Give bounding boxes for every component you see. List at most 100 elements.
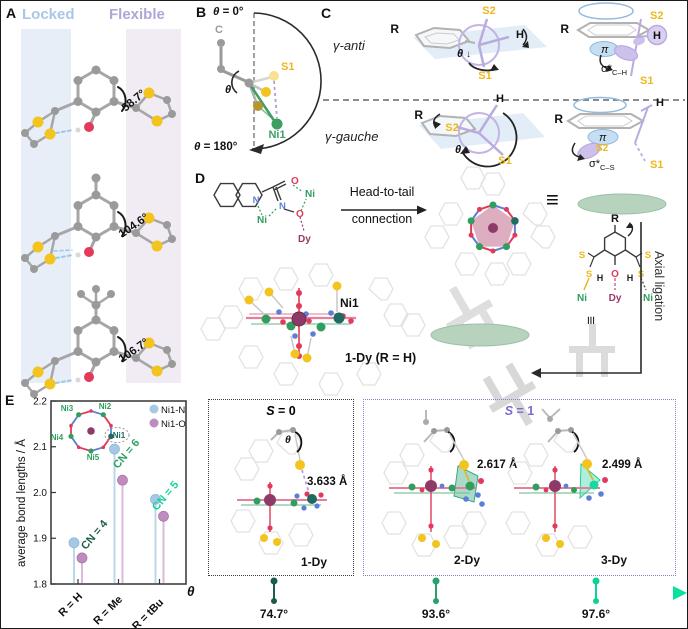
y-tick: 2.1: [33, 442, 47, 453]
panel-c-art: γ-anti γ-gauche R S2 H S1 θ ↓: [323, 2, 685, 172]
stand-icon: [569, 324, 615, 377]
s0-distance: 3.633 Å: [307, 475, 347, 488]
r-label: R: [554, 112, 563, 126]
molecule-r-tbu: 106.7°: [21, 285, 176, 398]
three-dy-structure: 2.499 Å 3-Dy: [505, 408, 642, 567]
three-dy-name: 3-Dy: [601, 553, 627, 567]
s1-title: S = 1: [364, 404, 675, 418]
lollipop-series: [68, 443, 169, 583]
r-label: R: [611, 213, 619, 225]
x-tick-labels: R = H R = Me R = tBu: [57, 591, 167, 629]
ni-label: Ni: [257, 215, 267, 226]
s1-label: S1: [498, 155, 511, 167]
dihedral-sketch: [217, 39, 283, 130]
theta-tick-label-3: 97.6°: [582, 607, 610, 621]
quinoline-unit: N O N O Ni Ni Dy: [213, 176, 315, 245]
s2-label: S2: [596, 143, 609, 154]
spin-symbol: S: [266, 404, 275, 418]
stand-icon: [482, 362, 537, 427]
ni1-label: Ni1: [268, 129, 285, 141]
equivalence-sign: ≡: [546, 187, 559, 212]
r-label: R: [560, 22, 569, 36]
ligand-scheme: R S S S S H H O Ni Dy Ni ≡: [577, 213, 653, 325]
sigma-cs-sub: C–S: [600, 163, 615, 172]
theta-180-value: = 180°: [203, 141, 238, 153]
s0-box: S = 0 θ: [208, 399, 354, 576]
o-label: O: [296, 209, 304, 220]
ni-label: Ni: [577, 293, 587, 304]
up-arrow-icon: ↑: [464, 145, 469, 156]
carbon-label: C: [215, 24, 223, 36]
theta-symbol: θ: [457, 48, 463, 60]
spin-value: = 0: [274, 404, 296, 418]
s-label: S: [586, 269, 592, 280]
theta-axis: 74.7° 93.6° 97.6°: [194, 577, 687, 621]
sigma-star-label: σ*: [589, 158, 601, 170]
panel-d-label: D: [195, 170, 206, 186]
h-label: H: [627, 273, 634, 283]
anti-orbitals: R π σ* C–H S2 S1 H: [560, 2, 668, 87]
gamma-gauche-label: γ-gauche: [325, 129, 378, 144]
connection-text: connection: [351, 212, 413, 226]
head-to-tail-text: Head-to-tail: [349, 185, 415, 199]
o-label: O: [611, 269, 619, 280]
theta-symbol: θ: [194, 141, 201, 153]
molecule-r-h: 58.7°: [21, 65, 176, 148]
y-tick: 1.8: [33, 580, 47, 591]
s-label: S: [579, 250, 585, 261]
y-tick: 1.9: [33, 534, 47, 545]
anti-newman: R S2 H S1 θ ↓: [390, 5, 547, 82]
h-label: H: [656, 97, 664, 109]
r-label: R: [414, 108, 423, 122]
platform-ellipse: [430, 323, 530, 347]
ni5-label: Ni5: [87, 453, 100, 462]
panel-e-plot: 2.2 2.1 2.0 1.9 1.8 CN = 4 CN = 6 CN = 5: [33, 397, 187, 629]
locked-heading: Locked: [22, 6, 75, 23]
ni2-label: Ni2: [99, 402, 112, 411]
down-arrow-icon: ↓: [466, 49, 471, 60]
dy-label: Dy: [298, 234, 311, 245]
metallacrown-top-view: [424, 166, 556, 286]
theta-180-label: θ = 180°: [194, 141, 237, 153]
s2-label: S2: [445, 122, 458, 134]
theta-zero-label: θ = 0°: [213, 6, 244, 18]
s1-label: S1: [650, 159, 663, 171]
panel-e-label: E: [5, 392, 15, 408]
theta-symbol: θ: [455, 144, 461, 156]
cn-4-label: CN = 4: [79, 517, 111, 552]
two-dy-distance: 2.617 Å: [477, 458, 517, 471]
s0-structure: θ 3.633 Å 1-Dy: [230, 427, 347, 569]
ni1-atom-label: Ni1: [340, 296, 359, 310]
spin-symbol: S: [504, 404, 514, 418]
theta-tick-3: 97.6°: [582, 577, 610, 621]
theta-symbol: θ: [213, 6, 220, 18]
panel-a-label: A: [6, 5, 17, 21]
theta-tick-label-2: 93.6°: [422, 607, 450, 621]
legend-dot-ni1n: [149, 404, 159, 414]
s1-label: S1: [478, 70, 491, 82]
s1-label: S1: [281, 61, 294, 73]
panel-c-label: C: [321, 5, 332, 21]
h-label: H: [516, 29, 524, 41]
ni3-label: Ni3: [61, 404, 74, 413]
ni1-inset-label: Ni1: [113, 431, 126, 440]
n-label: N: [279, 201, 286, 212]
x-label-r-tbu: R = tBu: [130, 597, 166, 629]
panel-d-art: N O N O Ni Ni Dy: [200, 166, 667, 427]
h-label: H: [496, 93, 504, 105]
axial-ligation-arrow: [539, 222, 642, 374]
theta-tick-label-1: 74.7°: [260, 607, 288, 621]
sigma-star-label: σ*: [601, 63, 613, 75]
three-dy-distance: 2.499 Å: [602, 458, 642, 471]
flexible-heading: Flexible: [109, 6, 165, 23]
inset-metallacrown: Ni3 Ni2 Ni4 Ni5 Ni1: [51, 402, 130, 462]
locked-band: [21, 29, 71, 383]
s-label: S: [645, 250, 651, 261]
sigma-ch-sub: C–H: [612, 68, 627, 77]
x-label-r-me: R = Me: [91, 594, 125, 628]
two-dy-structure: 2.617 Å 2-Dy: [381, 410, 517, 567]
h-label: H: [597, 273, 604, 283]
ni-label: Ni: [643, 293, 653, 304]
s1-label: S1: [640, 75, 653, 87]
